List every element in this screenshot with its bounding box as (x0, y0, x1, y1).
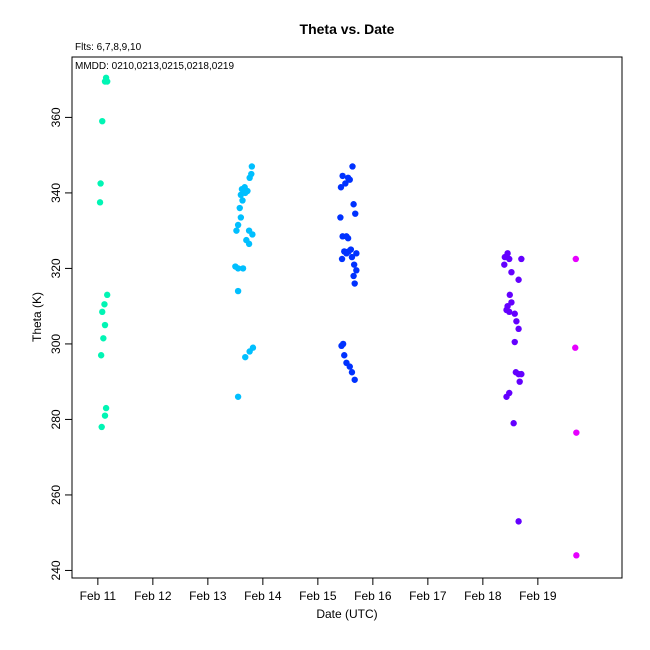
data-point-series-3 (346, 363, 353, 370)
y-tick-label: 300 (49, 334, 63, 354)
x-tick-label: Feb 13 (189, 589, 227, 603)
y-axis-label: Theta (K) (30, 292, 44, 342)
data-point-series-2 (234, 287, 242, 295)
data-point-series-3 (349, 163, 356, 170)
x-axis: Feb 11 Feb 12 Feb 13 Feb 14 Feb 15 Feb 16 Feb … (80, 577, 557, 603)
data-point-series-3 (341, 352, 348, 359)
data-point-series-3 (350, 201, 357, 208)
data-point-series-2 (246, 174, 253, 182)
data-point-series-3 (348, 369, 356, 376)
data-point-series-1 (102, 404, 110, 412)
mmdd-annotation: MMDD: 0210,0213,0215,0218,0219 (75, 61, 234, 72)
data-point-series-4 (516, 378, 523, 385)
data-point-series-2 (233, 227, 240, 234)
data-point-series-2 (237, 191, 245, 199)
x-tick-label: Feb 17 (409, 589, 447, 603)
data-point-series-2 (234, 265, 242, 272)
data-point-series-1 (96, 199, 104, 206)
data-point-series-2 (237, 214, 245, 221)
data-point-series-3 (348, 253, 356, 261)
data-point-series-4 (515, 325, 522, 333)
data-point-series-4 (501, 261, 508, 268)
y-tick-label: 320 (49, 258, 63, 278)
data-point-series-1 (101, 301, 108, 308)
data-point-series-4 (511, 310, 518, 317)
y-tick-label: 240 (49, 560, 63, 580)
data-point-series-4 (518, 370, 525, 378)
data-point-series-2 (248, 163, 256, 170)
data-point-series-2 (249, 231, 256, 238)
data-point-series-5 (572, 255, 579, 263)
data-point-series-1 (101, 412, 109, 419)
chart-title: Theta vs. Date (300, 21, 395, 37)
data-point-series-1 (99, 308, 106, 316)
data-point-series-5 (573, 552, 580, 559)
data-point-series-2 (239, 197, 246, 204)
data-point-series-4 (506, 291, 513, 299)
data-point-series-2 (245, 240, 253, 248)
data-point-series-4 (513, 318, 520, 325)
data-point-series-4 (508, 268, 515, 276)
data-point-series-4 (503, 393, 510, 400)
data-point-series-4 (515, 276, 522, 283)
data-point-series-2 (239, 265, 247, 272)
data-point-series-3 (352, 210, 359, 217)
x-axis-label: Date (UTC) (316, 607, 377, 621)
data-point-series-3 (338, 255, 346, 263)
y-tick-label: 340 (49, 183, 63, 203)
y-tick-label: 260 (49, 485, 63, 505)
data-point-series-3 (350, 261, 358, 268)
x-tick-label: Feb 18 (464, 589, 502, 603)
data-point-series-3 (350, 272, 357, 280)
x-tick-label: Feb 11 (80, 589, 117, 603)
data-point-series-3 (353, 267, 360, 274)
data-point-series-5 (573, 429, 580, 436)
data-point-series-2 (234, 221, 242, 229)
y-tick-label: 280 (49, 409, 63, 429)
data-point-series-2 (246, 348, 253, 355)
x-tick-label: Feb 15 (299, 589, 337, 603)
data-point-series-2 (234, 393, 242, 400)
y-axis: 240 260 280 300 320 340 360 (49, 107, 73, 580)
data-point-series-4 (515, 518, 522, 525)
data-point-series-4 (510, 420, 517, 427)
x-tick-label: Feb 14 (244, 589, 282, 603)
data-point-series-1 (99, 117, 106, 125)
x-tick-label: Feb 19 (519, 589, 557, 603)
data-point-series-2 (242, 353, 249, 361)
x-tick-label: Feb 16 (354, 589, 392, 603)
data-point-series-1 (101, 321, 109, 329)
data-point-series-3 (344, 235, 352, 242)
data-point-series-3 (351, 280, 358, 287)
data-point-series-3 (337, 184, 345, 191)
data-point-series-3 (337, 214, 344, 221)
data-point-series-3 (342, 180, 349, 187)
data-point-series-1 (104, 78, 111, 85)
data-point-series-3 (338, 342, 345, 350)
data-point-series-5 (572, 344, 579, 351)
data-point-series-3 (351, 376, 358, 383)
data-point-series-3 (346, 176, 353, 183)
data-point-series-3 (343, 250, 350, 257)
data-point-series-4 (518, 255, 525, 263)
data-point-series-3 (353, 250, 360, 257)
data-point-series-4 (506, 255, 513, 263)
data-point-series-4 (506, 308, 513, 316)
data-point-series-4 (511, 338, 518, 346)
data-point-series-2 (236, 204, 243, 212)
y-tick-label: 360 (49, 107, 63, 127)
data-point-series-1 (100, 335, 107, 342)
data-point-series-3 (339, 172, 346, 180)
x-tick-label: Feb 12 (134, 589, 172, 603)
data-point-series-1 (98, 423, 105, 431)
data-point-series-1 (104, 291, 111, 299)
flights-annotation: Flts: 6,7,8,9,10 (75, 42, 142, 53)
data-point-series-1 (97, 352, 105, 359)
data-points (96, 74, 580, 559)
data-point-series-1 (97, 180, 104, 187)
